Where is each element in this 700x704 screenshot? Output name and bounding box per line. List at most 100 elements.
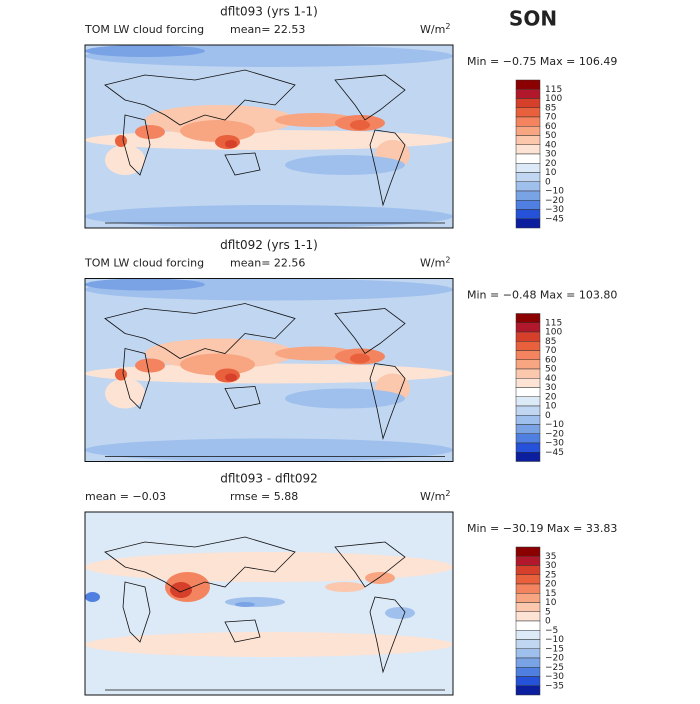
colorbar-box [515,424,541,434]
colorbar-label: 10 [545,598,557,608]
field-region [285,388,405,409]
colorbar-box [515,144,541,155]
colorbar-label: 40 [545,374,557,384]
colorbar-label: 115 [545,85,562,95]
left-label: TOM LW cloud forcing [84,23,204,36]
colorbar-box [515,341,541,351]
field-region [180,120,255,142]
colorbar-box [515,405,541,416]
field-region [85,632,453,657]
map [84,44,454,229]
colorbar-label: −30 [545,205,564,215]
map-frame [84,278,454,462]
colorbar-label: −45 [545,448,564,458]
colorbar-box [515,676,541,686]
colorbar-label: 25 [545,570,556,580]
colorbar-label: −30 [545,439,564,449]
colorbar-box [515,190,541,201]
colorbar-box [515,611,541,622]
colorbar-label: 0 [545,177,551,187]
colorbar-label: 60 [545,355,557,365]
panel-title: dflt093 (yrs 1-1) [220,5,318,19]
colorbar-box [515,415,541,425]
colorbar-label: 30 [545,383,557,393]
panel: dflt093 - dflt092 mean = −0.03 rmse = 5.88… [84,472,617,696]
colorbar-label: 35 [545,552,556,562]
colorbar-label: 115 [545,318,562,328]
left-label: TOM LW cloud forcing [84,257,204,270]
colorbar-label: −15 [545,644,564,654]
colorbar-label: −25 [545,663,564,673]
field-region [180,353,255,376]
field-region [115,368,127,381]
colorbar-box [515,350,541,360]
field-region [170,582,192,598]
colorbar-label: 60 [545,122,557,132]
field-region [350,120,370,130]
field-region [225,373,237,382]
colorbar-box [515,107,541,118]
field-region [275,113,355,127]
colorbar-box [515,546,541,557]
colorbar-box [515,565,541,575]
colorbar-box [515,172,541,182]
colorbar-box [515,368,541,379]
min-max: Min = −30.19 Max = 33.83 [467,522,617,535]
colorbar-box [515,396,541,407]
colorbar-box [515,153,541,164]
colorbar-box [515,200,541,210]
field-region [235,602,255,607]
field-region [225,597,285,607]
colorbar-box [515,620,541,631]
left-label: mean = −0.03 [85,490,166,503]
field-region [105,378,145,409]
field-region [85,45,205,57]
colorbar-label: −10 [545,187,564,197]
colorbar-label: 70 [545,346,557,356]
colorbar-label: −30 [545,672,564,682]
colorbar-box [515,593,541,603]
colorbar-label: 40 [545,140,557,150]
field-region [115,135,127,147]
colorbar-box [515,116,541,127]
units: W/m2 [420,255,450,270]
colorbar-box [515,667,541,677]
coastline [104,69,445,224]
map [84,511,454,696]
colorbar-label: −20 [545,429,564,439]
colorbar-box [515,583,541,594]
colorbar-box [515,648,541,659]
colorbar-label: −45 [545,214,564,224]
min-max: Min = −0.48 Max = 103.80 [467,289,617,302]
panel: dflt092 (yrs 1-1) TOM LW cloud forcing mea… [84,238,617,462]
colorbar-label: 85 [545,337,556,347]
units-base: W/m [420,257,445,270]
colorbar-box [515,685,541,696]
colorbar-label: −35 [545,681,564,691]
field-region [105,145,145,175]
colorbar-box [515,98,541,108]
field-region [350,353,370,364]
colorbar-label: 100 [545,328,562,338]
colorbar-box [515,209,541,219]
field-region [385,607,415,619]
colorbar-label: −10 [545,420,564,430]
colorbar-box [515,79,541,90]
colorbar-box [515,126,541,136]
colorbar-label: 100 [545,94,562,104]
field-region [285,155,405,175]
stat-label: rmse = 5.88 [230,490,298,503]
field-region [85,552,453,582]
map-frame [84,511,454,696]
colorbar-box [515,181,541,192]
coastline [104,536,445,691]
field-region [135,125,165,139]
field-region [85,363,453,384]
colorbar-label: 20 [545,580,557,590]
colorbar-label: 50 [545,365,557,375]
field-region [325,582,365,592]
colorbar-box [515,331,541,342]
field-region [365,572,395,584]
colorbar-label: 0 [545,617,551,627]
